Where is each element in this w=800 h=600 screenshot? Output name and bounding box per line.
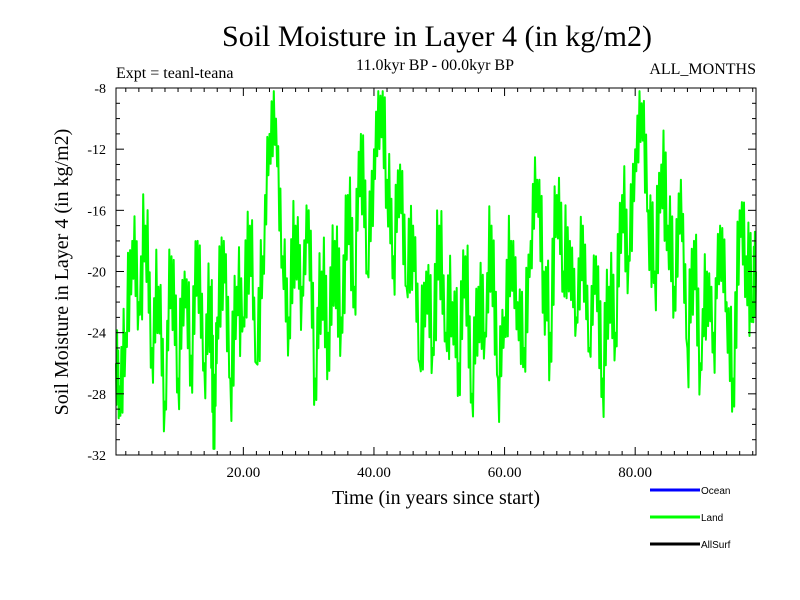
chart-title: Soil Moisture in Layer 4 (in kg/m2): [222, 20, 652, 53]
x-tick-label: 20.00: [226, 465, 260, 481]
y-tick-label: -28: [87, 388, 106, 403]
y-tick-label: -20: [87, 266, 106, 281]
y-tick-label: -8: [94, 82, 106, 97]
y-tick-label: -12: [87, 143, 106, 158]
subtitle-left: Expt = teanl-teana: [116, 65, 233, 82]
y-tick-label: -16: [87, 204, 106, 219]
x-tick-label: 40.00: [357, 465, 391, 481]
legend-label-ocean: Ocean: [701, 486, 730, 497]
x-axis-label: Time (in years since start): [332, 487, 540, 509]
x-tick-label: 80.00: [618, 465, 652, 481]
legend: Ocean Land AllSurf: [650, 486, 731, 551]
legend-label-allsurf: AllSurf: [701, 540, 731, 551]
y-tick-label: -32: [87, 449, 106, 464]
x-tick-label: 60.00: [488, 465, 522, 481]
series-line-land: [115, 90, 757, 450]
legend-label-land: Land: [701, 513, 723, 524]
y-tick-label: -24: [87, 327, 106, 342]
y-axis-label: Soil Moisture in Layer 4 (in kg/m2): [51, 129, 73, 416]
subtitle-right: ALL_MONTHS: [649, 61, 756, 78]
axes: -8 -12 -16 -20 -24 -28 -32 20.00 40.00 60.00 80.00: [87, 82, 757, 481]
subtitle-center: 11.0kyr BP - 00.0kyr BP: [356, 57, 514, 74]
plot-area: [115, 90, 757, 450]
